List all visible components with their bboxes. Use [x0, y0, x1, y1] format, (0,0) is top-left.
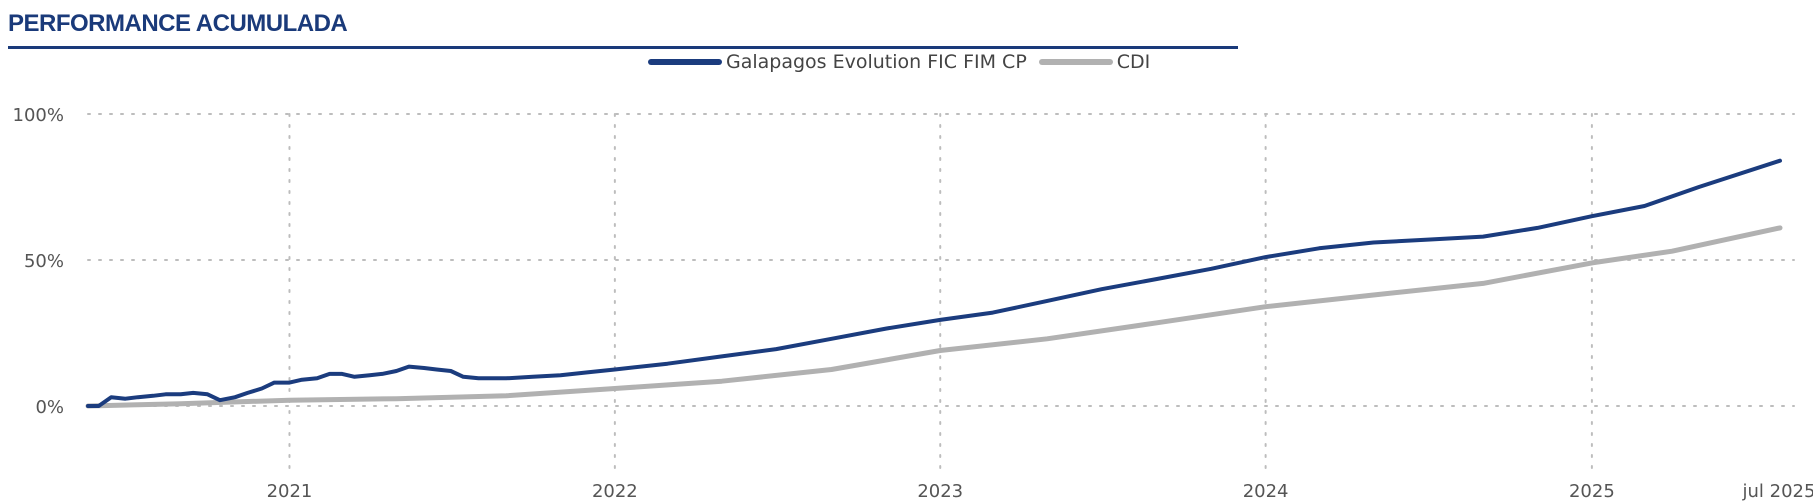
series-line-fund — [86, 158, 1782, 408]
x-tick-label: 2022 — [592, 481, 638, 501]
chart-header: PERFORMANCE ACUMULADA — [8, 6, 1238, 49]
series-line-cdi — [85, 225, 1783, 409]
x-tick-label: 2021 — [267, 481, 313, 501]
x-tick-label: jul 2025 — [1742, 481, 1813, 501]
x-tick-label: 2023 — [917, 481, 963, 501]
chart-legend: Galapagos Evolution FIC FIM CP CDI — [648, 48, 1162, 76]
y-tick-label: 50% — [24, 251, 64, 272]
chart-title: PERFORMANCE ACUMULADA — [8, 10, 348, 37]
legend-label-cdi: CDI — [1116, 51, 1151, 73]
legend-item-fund[interactable]: Galapagos Evolution FIC FIM CP — [648, 51, 1027, 73]
x-tick-label: 2025 — [1569, 481, 1615, 501]
y-tick-label: 0% — [35, 397, 64, 418]
x-tick-label: 2024 — [1243, 481, 1289, 501]
legend-swatch-fund — [648, 59, 722, 65]
y-tick-label: 100% — [13, 105, 64, 126]
legend-label-fund: Galapagos Evolution FIC FIM CP — [726, 51, 1027, 73]
legend-item-cdi[interactable]: CDI — [1038, 51, 1151, 73]
legend-swatch-cdi — [1038, 59, 1113, 65]
